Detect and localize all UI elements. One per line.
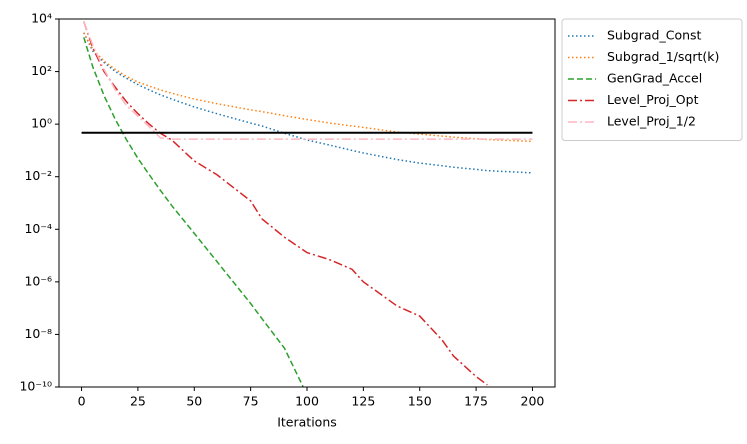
- legend-label: GenGrad_Accel: [607, 71, 702, 86]
- x-tick-label: 125: [351, 394, 375, 409]
- legend-label: Level_Proj_1/2: [607, 114, 696, 129]
- y-tick-label: 10⁴: [31, 11, 52, 26]
- series-line: [83, 37, 305, 387]
- series-line: [83, 32, 533, 174]
- x-tick-label: 75: [243, 394, 259, 409]
- plot-frame: [58, 18, 556, 388]
- y-tick-label: 10²: [31, 63, 52, 78]
- x-axis-label: Iterations: [277, 415, 337, 430]
- y-tick-label: 10⁻⁴: [24, 221, 52, 236]
- legend-box: [561, 18, 743, 141]
- x-tick-label: 100: [295, 394, 319, 409]
- series-line: [83, 32, 533, 143]
- legend-label: Subgrad_Const: [607, 28, 702, 43]
- x-tick-label: 50: [186, 394, 202, 409]
- x-tick-label: 0: [78, 394, 86, 409]
- plot-area: [81, 21, 533, 387]
- series-line: [83, 21, 533, 140]
- legend-label: Subgrad_1/sqrt(k): [607, 49, 719, 64]
- y-tick-label: 10⁻⁸: [24, 326, 52, 341]
- y-tick-label: 10⁻¹⁰: [19, 379, 52, 394]
- series-line: [83, 21, 488, 386]
- y-tick-label: 10⁻²: [24, 168, 52, 183]
- x-tick-label: 175: [464, 394, 488, 409]
- x-tick-label: 25: [130, 394, 146, 409]
- legend-label: Level_Proj_Opt: [607, 92, 699, 107]
- y-tick-label: 10⁻⁶: [24, 273, 52, 288]
- x-tick-label: 200: [521, 394, 545, 409]
- y-tick-label: 10⁰: [31, 116, 52, 131]
- x-tick-label: 150: [408, 394, 432, 409]
